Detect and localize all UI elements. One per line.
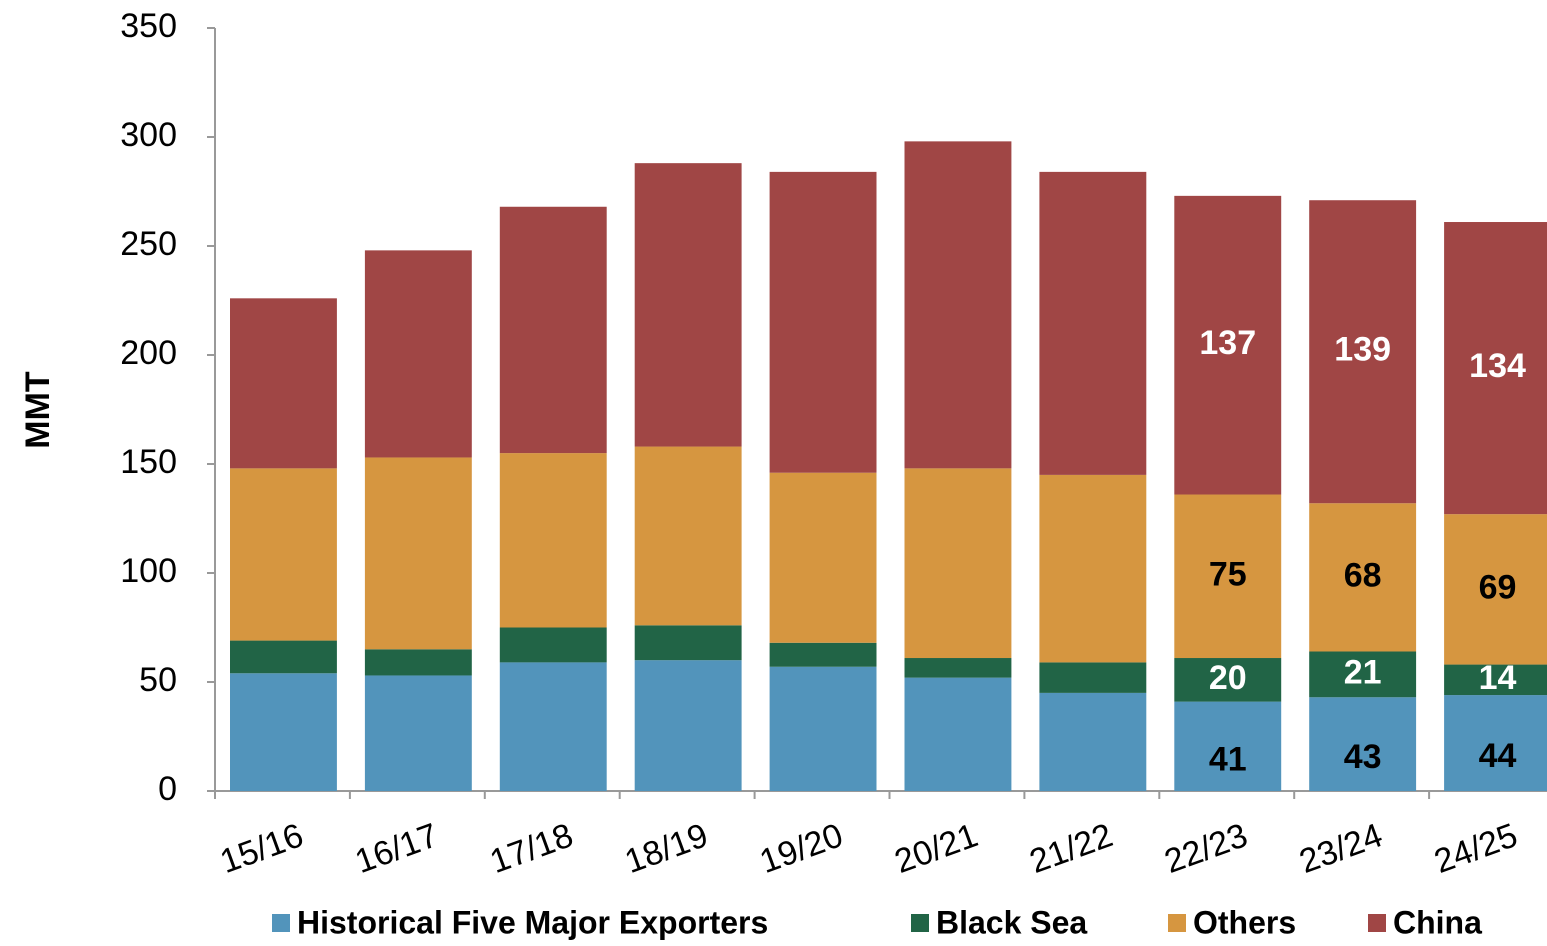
y-tick-label: 200 [120, 334, 177, 372]
data-label: 43 [1344, 738, 1382, 776]
legend-swatch [1368, 914, 1386, 932]
bar-segment [499, 662, 607, 791]
x-tick-label: 18/19 [620, 816, 713, 881]
data-label: 139 [1334, 331, 1391, 369]
bar-segment [1444, 222, 1547, 515]
bar-segment [1039, 171, 1147, 475]
bar-segment [769, 666, 877, 791]
bar-segment [1309, 503, 1417, 652]
bar-segment [634, 163, 742, 447]
data-label: 20 [1209, 659, 1247, 697]
bar-segment [904, 677, 1012, 791]
bar-segment [1174, 658, 1282, 702]
legend-label: Others [1193, 904, 1296, 940]
bar-segment [364, 250, 472, 458]
bar-segment [769, 171, 877, 473]
bar-segment [634, 625, 742, 661]
data-label: 75 [1209, 555, 1247, 593]
bar-segment [1174, 701, 1282, 791]
y-tick-label: 50 [139, 661, 177, 699]
bar-segment [1039, 692, 1147, 791]
legend-swatch [911, 914, 929, 932]
data-label: 134 [1469, 347, 1526, 385]
bar-segment [1444, 514, 1547, 665]
y-tick-label: 100 [120, 552, 177, 590]
legend-swatch [272, 914, 290, 932]
x-tick-label: 22/23 [1160, 816, 1253, 881]
bar-segment [904, 468, 1012, 659]
x-tick-label: 17/18 [485, 816, 578, 881]
x-tick-label: 19/20 [755, 816, 848, 881]
x-tick-label: 20/21 [890, 816, 983, 881]
bar-segment [1309, 651, 1417, 698]
x-tick-label: 23/24 [1295, 816, 1388, 881]
bar-segment [904, 141, 1012, 469]
bar-segment [1174, 195, 1282, 495]
bar-segment [1444, 664, 1547, 696]
y-tick-label: 250 [120, 225, 177, 263]
data-label: 137 [1199, 324, 1256, 362]
y-tick-label: 300 [120, 116, 177, 154]
bar-segment [634, 660, 742, 791]
data-label: 14 [1479, 659, 1517, 697]
bar-segment [904, 658, 1012, 678]
bar-segment [230, 298, 337, 469]
bar-segment [230, 640, 337, 674]
legend-label: Historical Five Major Exporters [297, 904, 768, 940]
bar-segment [1444, 695, 1547, 791]
y-tick-label: 150 [120, 443, 177, 481]
bar-segment [499, 206, 607, 454]
bar-segment [230, 673, 337, 791]
legend-label: China [1393, 904, 1482, 940]
data-label: 41 [1209, 740, 1247, 778]
bar-segment [364, 649, 472, 676]
bar-segment [230, 468, 337, 641]
bar-segment [1309, 697, 1417, 791]
x-tick-label: 16/17 [350, 816, 443, 881]
legend-label: Black Sea [936, 904, 1087, 940]
legend-swatch [1168, 914, 1186, 932]
x-tick-label: 15/16 [215, 816, 308, 881]
bar-segment [1174, 494, 1282, 659]
bar-segment [769, 472, 877, 643]
x-tick-label: 21/22 [1025, 816, 1118, 881]
y-tick-label: 350 [120, 7, 177, 45]
bar-segment [364, 675, 472, 791]
bar-segment [1309, 200, 1417, 504]
y-axis-label: MMT [19, 371, 57, 449]
data-label: 69 [1479, 568, 1517, 606]
data-label: 44 [1479, 737, 1517, 775]
x-tick-label: 24/25 [1429, 816, 1522, 881]
bar-segment [769, 642, 877, 667]
data-label: 68 [1344, 556, 1382, 594]
bar-segment [634, 446, 742, 626]
bar-segment [1039, 474, 1147, 663]
bar-segment [499, 627, 607, 663]
bar-segment [499, 453, 607, 628]
y-tick-label: 0 [158, 770, 177, 808]
bar-segment [364, 457, 472, 650]
bar-segment [1039, 662, 1147, 693]
data-label: 21 [1344, 653, 1382, 691]
